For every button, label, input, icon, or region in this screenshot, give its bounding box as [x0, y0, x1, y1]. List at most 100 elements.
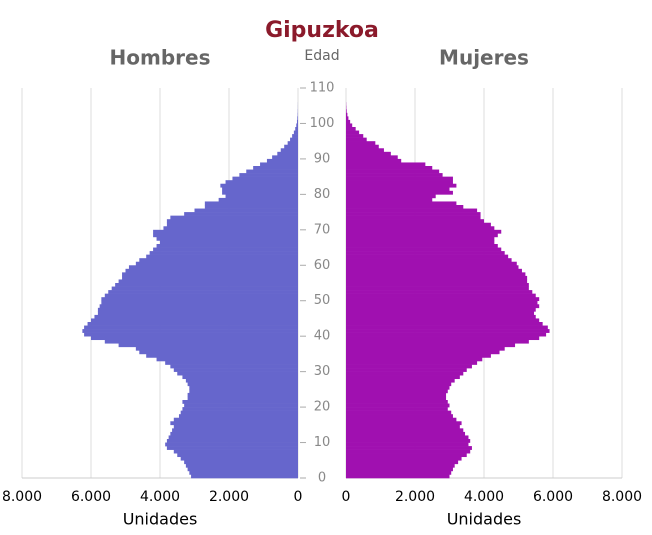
bar [170, 421, 298, 426]
bar [346, 183, 457, 188]
bar [346, 364, 472, 369]
bar [97, 311, 299, 316]
bar [346, 240, 495, 245]
bar [293, 130, 298, 135]
bar [346, 392, 447, 397]
bar [189, 389, 298, 394]
bar [297, 116, 298, 121]
bar [346, 300, 538, 305]
bar [346, 201, 457, 206]
bar [163, 226, 298, 231]
bar [292, 134, 298, 138]
bar [346, 329, 550, 333]
bar [220, 183, 298, 188]
bar [232, 176, 298, 181]
y-tick-label: 20 [314, 400, 331, 415]
bar [187, 396, 298, 401]
bar [166, 222, 298, 227]
bar [170, 431, 298, 436]
bar [346, 151, 391, 156]
bar [346, 417, 457, 422]
bar [346, 318, 540, 323]
bar [178, 414, 298, 419]
bar [346, 460, 459, 465]
bar [346, 304, 540, 309]
bar [115, 283, 299, 287]
bar [346, 261, 517, 266]
bar [346, 119, 351, 124]
bar [91, 336, 298, 341]
bar [239, 173, 298, 177]
bar [346, 297, 540, 302]
bar [346, 439, 471, 443]
bar [122, 272, 298, 277]
bar [153, 247, 298, 252]
bar [346, 258, 512, 263]
bar [185, 463, 298, 468]
bar [346, 194, 436, 199]
bar [346, 346, 505, 351]
bar [346, 410, 452, 415]
bar [166, 219, 298, 224]
bar [156, 244, 298, 248]
bar [180, 410, 298, 415]
bar [172, 428, 298, 433]
bar [346, 155, 398, 160]
bar [346, 431, 466, 436]
bar [346, 378, 455, 383]
y-axis-label: Edad [304, 48, 339, 64]
bar [346, 169, 440, 174]
bar [118, 343, 298, 348]
x-tick-label: 6.000 [71, 489, 111, 505]
y-tick-label: 60 [314, 258, 331, 273]
y-tick-label: 90 [314, 151, 331, 166]
bar [182, 400, 298, 404]
x-tick-label: 2.000 [209, 489, 249, 505]
y-tick-label: 110 [310, 81, 335, 96]
bar [204, 201, 298, 206]
bar [346, 332, 547, 337]
bar [225, 180, 298, 185]
bar [149, 251, 298, 255]
bar [346, 474, 450, 479]
bar [346, 325, 548, 330]
bar [346, 442, 469, 447]
bar [160, 240, 298, 245]
bar [346, 435, 469, 440]
x-tick-label: 8.000 [602, 489, 642, 505]
bar [346, 162, 426, 167]
bar [166, 439, 298, 443]
y-tick-label: 70 [314, 222, 331, 237]
bar [170, 364, 298, 369]
bar [218, 197, 298, 202]
bar [184, 212, 298, 216]
bar [187, 392, 298, 397]
bar [346, 158, 402, 163]
bar [104, 293, 298, 298]
bar [173, 368, 298, 372]
bar [253, 166, 298, 170]
bar [346, 144, 379, 149]
bar [99, 304, 298, 309]
bar [182, 375, 298, 380]
bar [346, 141, 376, 146]
bar [346, 180, 453, 185]
bar [146, 254, 298, 259]
bar [173, 424, 298, 429]
bar [346, 236, 495, 241]
bar [177, 371, 298, 376]
bar [346, 112, 348, 117]
bar [346, 293, 536, 298]
y-tick-label: 50 [314, 293, 331, 308]
bar [180, 456, 298, 461]
bar [153, 233, 298, 238]
bar [153, 229, 298, 234]
bar [166, 446, 298, 450]
bar [346, 314, 536, 319]
bar [156, 357, 298, 362]
bar [346, 226, 495, 231]
bar [346, 453, 467, 458]
bar [346, 463, 455, 468]
bar [346, 166, 433, 170]
bar [346, 428, 464, 433]
